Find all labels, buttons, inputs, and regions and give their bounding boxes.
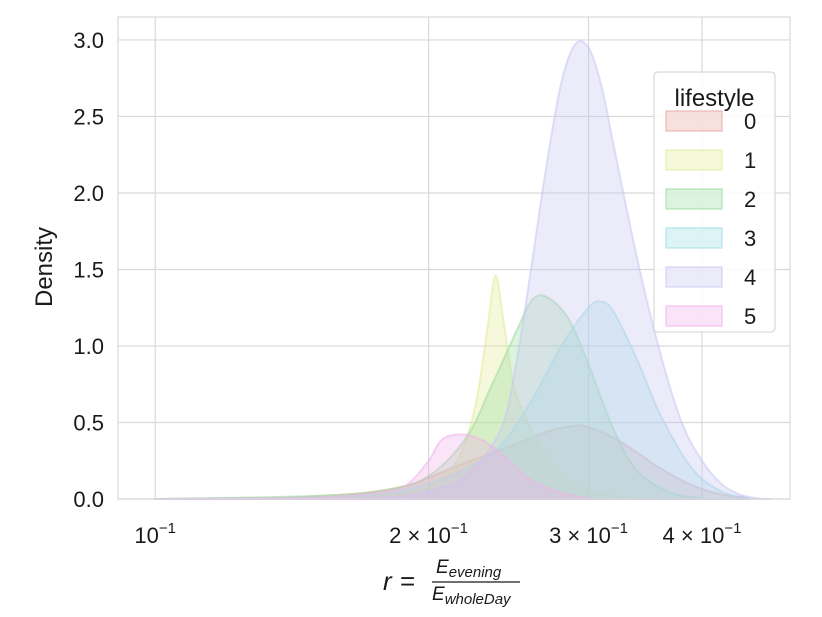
- x-label-numerator-symbol: E: [436, 557, 449, 578]
- density-areas: [154, 40, 771, 501]
- x-label-numerator: Eevening: [436, 557, 502, 581]
- x-tick-label: 3 × 10−1: [549, 520, 628, 548]
- y-tick-label: 1.5: [73, 257, 104, 282]
- x-label-variable: r: [383, 566, 393, 596]
- density-area-4: [154, 40, 771, 501]
- x-label-numerator-subscript: evening: [449, 564, 502, 581]
- legend: lifestyle 0 1 2 3 4 5: [653, 71, 776, 333]
- x-label-denominator: EwholeDay: [432, 584, 512, 608]
- x-label-denominator-subscript: wholeDay: [445, 591, 512, 608]
- legend-swatch-0: [665, 110, 723, 132]
- y-tick-labels: 0.0 0.5 1.0 1.5 2.0 2.5 3.0: [73, 28, 104, 512]
- legend-label-5: 5: [744, 304, 756, 329]
- y-tick-label: 3.0: [73, 28, 104, 53]
- density-area-1: [154, 274, 673, 500]
- legend-swatch-1: [665, 149, 723, 171]
- plot-frame: [117, 16, 791, 500]
- legend-swatch-3: [665, 227, 723, 249]
- legend-label-2: 2: [744, 187, 756, 212]
- y-tick-label: 0.5: [73, 410, 104, 435]
- legend-label-3: 3: [744, 226, 756, 251]
- x-tick-label: 4 × 10−1: [663, 520, 742, 548]
- y-tick-label: 2.0: [73, 181, 104, 206]
- legend-title: lifestyle: [674, 85, 754, 112]
- x-label-denominator-symbol: E: [432, 584, 445, 605]
- y-tick-label: 0.0: [73, 487, 104, 512]
- x-label-equals: =: [400, 566, 415, 596]
- legend-swatch-2: [665, 188, 723, 210]
- y-tick-label: 1.0: [73, 334, 104, 359]
- density-area-5: [154, 433, 590, 500]
- density-area-3: [154, 300, 750, 500]
- legend-label-4: 4: [744, 265, 756, 290]
- x-axis-label: r = Eevening EwholeDay: [383, 557, 520, 608]
- legend-label-0: 0: [744, 109, 756, 134]
- x-tick-label: 2 × 10−1: [389, 520, 468, 548]
- legend-swatch-5: [665, 305, 723, 327]
- y-tick-label: 2.5: [73, 104, 104, 129]
- density-area-2: [154, 294, 703, 500]
- legend-items: 0 1 2 3 4 5: [665, 109, 756, 329]
- x-tick-label: 10−1: [134, 520, 176, 548]
- y-axis-label: Density: [31, 227, 58, 307]
- x-tick-labels: 10−1 2 × 10−1 3 × 10−1 4 × 10−1: [134, 520, 741, 548]
- legend-swatch-4: [665, 266, 723, 288]
- legend-label-1: 1: [744, 148, 756, 173]
